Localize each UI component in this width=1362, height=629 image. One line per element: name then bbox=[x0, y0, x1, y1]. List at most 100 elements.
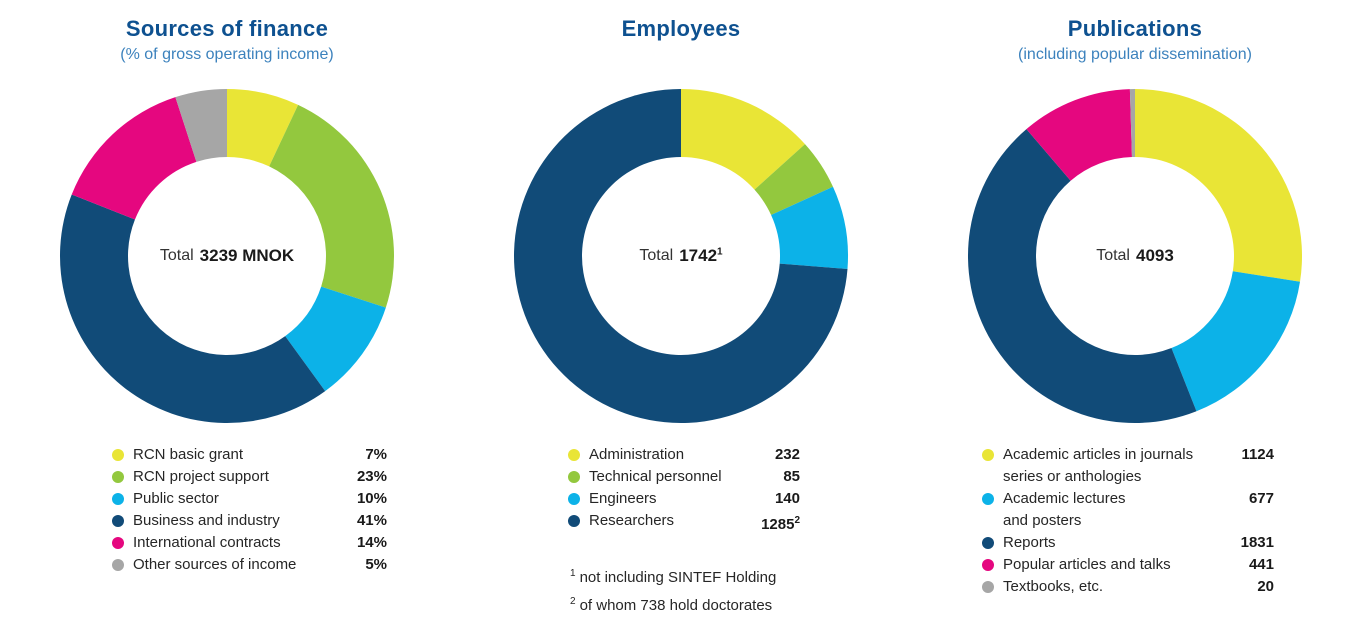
legend-value-text: 85 bbox=[783, 468, 800, 485]
donut-segment-administration bbox=[681, 89, 805, 190]
chart-title: Sources of finance bbox=[125, 16, 329, 41]
legend-value-text: 1285 bbox=[761, 516, 795, 533]
total-value: 3239 MNOK bbox=[200, 246, 294, 266]
total-value-superscript: 1 bbox=[717, 246, 723, 258]
total-prefix: Total bbox=[1096, 247, 1130, 264]
legend-row-engineers: Engineers 140 bbox=[568, 488, 800, 510]
chart-header-sources-of-finance: Sources of finance (% of gross operating … bbox=[0, 16, 454, 80]
total-value: 17421 bbox=[679, 246, 722, 266]
legend-value: 14% bbox=[357, 532, 387, 554]
legend-marker-circle-icon bbox=[982, 559, 994, 571]
legend-label: International contracts bbox=[133, 534, 281, 551]
donut-segment-business-and-industry bbox=[59, 194, 326, 424]
donut-segment-public-sector bbox=[285, 286, 386, 392]
legend-value: 12852 bbox=[761, 510, 800, 536]
legend-label: Administration bbox=[589, 446, 685, 463]
legend-label-line: series or anthologies bbox=[1003, 468, 1142, 485]
legend-label: Other sources of income bbox=[133, 556, 297, 573]
chart-subtitle: (% of gross operating income) bbox=[120, 46, 334, 63]
legend-row-popular-articles-and-talks: Popular articles and talks 441 bbox=[982, 554, 1274, 576]
legend-marker-circle-icon bbox=[568, 515, 580, 527]
donut-chart-employees: Total 17421 bbox=[513, 88, 849, 424]
chart-header-employees: Employees bbox=[454, 16, 908, 80]
legend-row-academic-articles-in-journals-series-or-anthologies: Academic articles in journals series or a… bbox=[982, 444, 1274, 488]
legend-marker-circle-icon bbox=[568, 493, 580, 505]
donut-center-label: Total 17421 bbox=[513, 88, 849, 424]
legend-value: 41% bbox=[357, 510, 387, 532]
legend-value: 140 bbox=[775, 488, 800, 510]
total-value-text: 4093 bbox=[1135, 246, 1174, 265]
legend-row-technical-personnel: Technical personnel 85 bbox=[568, 466, 800, 488]
legend-value: 5% bbox=[365, 554, 387, 576]
legend-label: Popular articles and talks bbox=[1003, 556, 1171, 573]
footnote-1: 1 not including SINTEF Holding bbox=[570, 562, 908, 590]
legend-value-text: 1124 bbox=[1241, 446, 1274, 463]
donut-svg bbox=[59, 89, 394, 424]
donut-segment-rcn-basic-grant bbox=[227, 89, 299, 167]
legend-row-international-contracts: International contracts 14% bbox=[112, 532, 387, 554]
chart-header-publications: Publications (including popular dissemina… bbox=[908, 16, 1362, 80]
legend-marker-circle-icon bbox=[112, 537, 124, 549]
donut-segment-academic-lectures-and-posters bbox=[1171, 271, 1301, 412]
legend-marker-circle-icon bbox=[982, 581, 994, 593]
legend-row-business-and-industry: Business and industry 41% bbox=[112, 510, 387, 532]
legend-value: 1831 bbox=[1241, 532, 1274, 554]
legend-employees: Administration 232 Technical personnel 85 En… bbox=[568, 444, 800, 536]
legend-label: RCN project support bbox=[133, 468, 269, 485]
legend-value-text: 5% bbox=[365, 556, 387, 573]
legend-marker-circle-icon bbox=[568, 449, 580, 461]
chart-column-employees: Employees Total 17421 Administration 232 Tech… bbox=[454, 0, 908, 629]
legend-sources-of-finance: RCN basic grant 7% RCN project support 23% P… bbox=[112, 444, 387, 576]
legend-value-text: 7% bbox=[365, 446, 387, 463]
legend-value-superscript: 2 bbox=[794, 515, 800, 526]
legend-value: 10% bbox=[357, 488, 387, 510]
donut-segment-international-contracts bbox=[71, 97, 197, 220]
footnote-2: 2 of whom 738 hold doctorates bbox=[570, 590, 908, 618]
legend-row-reports: Reports 1831 bbox=[982, 532, 1274, 554]
donut-segment-rcn-project-support bbox=[269, 104, 394, 308]
legend-value: 85 bbox=[783, 466, 800, 488]
legend-marker-circle-icon bbox=[568, 471, 580, 483]
legend-value-text: 140 bbox=[774, 490, 800, 507]
legend-value: 1124 bbox=[1241, 444, 1274, 466]
legend-label: Engineers bbox=[589, 490, 657, 507]
donut-segment-researchers bbox=[513, 89, 848, 424]
donut-segment-other-sources-of-income bbox=[175, 89, 227, 162]
donut-segment-technical-personnel bbox=[754, 144, 833, 215]
legend-marker-circle-icon bbox=[982, 537, 994, 549]
donut-center-label: Total 3239 MNOK bbox=[59, 88, 395, 424]
donut-chart-publications: Total 4093 bbox=[967, 88, 1303, 424]
legend-label: Technical personnel bbox=[589, 468, 722, 485]
legend-label: Reports bbox=[1003, 534, 1056, 551]
chart-column-publications: Publications (including popular dissemina… bbox=[908, 0, 1362, 629]
legend-value-text: 10% bbox=[356, 490, 387, 507]
donut-segment-reports bbox=[968, 129, 1197, 423]
legend-marker-circle-icon bbox=[112, 493, 124, 505]
legend-value-text: 677 bbox=[1248, 490, 1274, 507]
footnote-marker: 1 bbox=[570, 568, 576, 579]
legend-label: Business and industry bbox=[133, 512, 280, 529]
legend-value: 677 bbox=[1249, 488, 1274, 510]
total-prefix: Total bbox=[159, 247, 194, 264]
donut-segment-textbooks-etc bbox=[1129, 89, 1135, 158]
donut-segment-engineers bbox=[771, 186, 848, 269]
legend-marker-circle-icon bbox=[982, 493, 994, 505]
chart-title: Employees bbox=[621, 16, 741, 41]
legend-row-textbooks-etc: Textbooks, etc. 20 bbox=[982, 576, 1274, 598]
legend-value: 20 bbox=[1257, 576, 1274, 598]
donut-center-label: Total 4093 bbox=[967, 88, 1303, 424]
donut-svg bbox=[968, 89, 1303, 423]
legend-value: 7% bbox=[365, 444, 387, 466]
legend-row-researchers: Researchers 12852 bbox=[568, 510, 800, 536]
footnote-text: not including SINTEF Holding bbox=[579, 569, 777, 586]
legend-value-text: 41% bbox=[356, 512, 387, 529]
legend-label-line: and posters bbox=[1003, 512, 1082, 529]
legend-value-text: 14% bbox=[356, 534, 387, 551]
legend-value-text: 1831 bbox=[1240, 534, 1274, 551]
legend-row-public-sector: Public sector 10% bbox=[112, 488, 387, 510]
legend-marker-circle-icon bbox=[112, 449, 124, 461]
total-prefix: Total bbox=[639, 247, 674, 264]
legend-marker-circle-icon bbox=[112, 559, 124, 571]
legend-row-rcn-project-support: RCN project support 23% bbox=[112, 466, 387, 488]
